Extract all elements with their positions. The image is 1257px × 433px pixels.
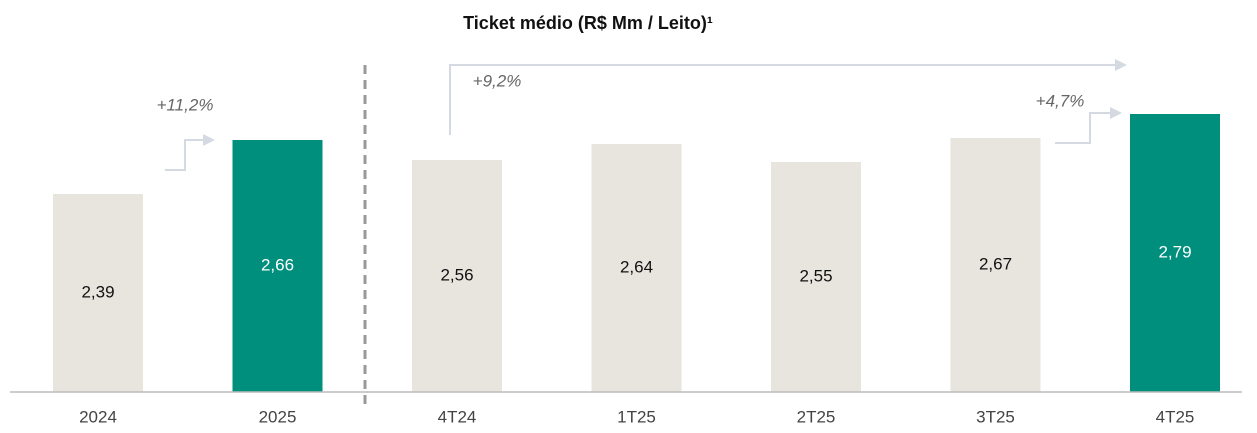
- value-label: 2,66: [261, 255, 294, 274]
- x-tick-label: 2T25: [797, 407, 836, 426]
- value-label: 2,64: [620, 257, 653, 276]
- bar: [950, 138, 1041, 392]
- x-tick-label: 4T24: [438, 407, 477, 426]
- annotation: +11,2%: [157, 95, 214, 114]
- bar: [232, 140, 323, 392]
- growth-arrow: [165, 134, 215, 171]
- bar: [412, 160, 502, 392]
- bar: [1130, 114, 1220, 392]
- growth-arrow: [1055, 107, 1122, 144]
- value-label: 2,67: [979, 254, 1012, 273]
- bar: [591, 144, 682, 392]
- value-label: 2,56: [440, 265, 473, 284]
- bar: [771, 162, 861, 392]
- x-tick-label: 1T25: [617, 407, 656, 426]
- x-tick-label: 2025: [259, 407, 297, 426]
- annotation: +4,7%: [1036, 91, 1085, 110]
- value-label: 2,79: [1158, 242, 1191, 261]
- annotation: +9,2%: [473, 71, 522, 90]
- growth-arrow: [449, 59, 1127, 135]
- value-label: 2,39: [81, 282, 114, 301]
- chart-title: Ticket médio (R$ Mm / Leito)¹: [463, 13, 713, 33]
- x-tick-label: 2024: [79, 407, 117, 426]
- x-tick-label: 4T25: [1156, 407, 1195, 426]
- bar: [53, 194, 143, 392]
- x-tick-label: 3T25: [976, 407, 1015, 426]
- value-label: 2,55: [799, 266, 832, 285]
